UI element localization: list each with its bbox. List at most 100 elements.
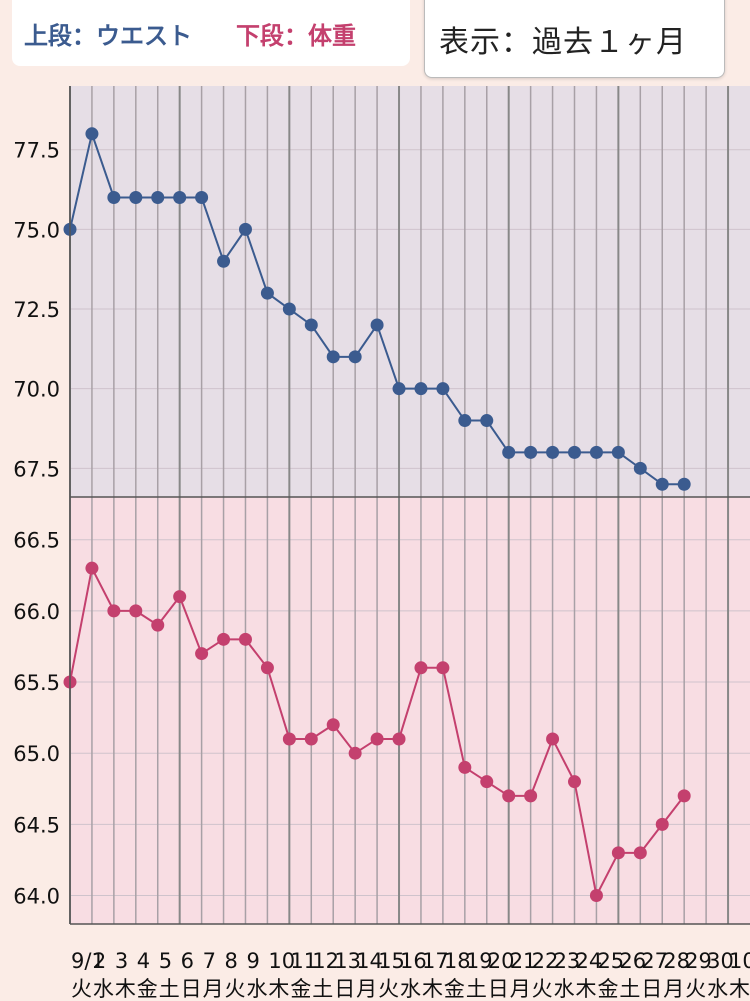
waist-point (173, 191, 187, 205)
x-weekday-label: 土 (159, 977, 180, 1001)
waist-point (458, 414, 472, 428)
x-weekday-label: 月 (356, 977, 377, 1001)
weight-point (107, 604, 121, 618)
waist-ytick-label: 77.5 (13, 139, 60, 163)
x-weekday-label: 木 (115, 977, 136, 1001)
x-day-label: 22 (532, 949, 559, 973)
weight-point (195, 647, 209, 661)
x-weekday-label: 火 (225, 977, 246, 1001)
weight-ytick-label: 65.0 (13, 742, 60, 766)
weight-point (502, 789, 516, 803)
x-weekday-label: 水 (400, 977, 421, 1001)
weight-point (304, 732, 318, 746)
weight-point (282, 732, 296, 746)
x-weekday-label: 土 (466, 977, 487, 1001)
waist-point (502, 445, 516, 459)
x-day-label: 11 (290, 949, 317, 973)
waist-panel-bg (70, 86, 750, 497)
x-day-label: 21 (510, 949, 537, 973)
waist-point (85, 127, 99, 141)
x-day-label: 8 (225, 949, 238, 973)
waist-point (611, 445, 625, 459)
period-selector-button[interactable]: 表示：過去１ヶ月 (424, 0, 725, 78)
x-day-label: 18 (444, 949, 471, 973)
x-day-label: 14 (356, 949, 383, 973)
waist-point (633, 461, 647, 475)
weight-point (348, 746, 362, 760)
weight-point (238, 632, 252, 646)
x-weekday-label: 火 (532, 977, 553, 1001)
waist-point (677, 477, 691, 491)
x-day-label: 23 (554, 949, 581, 973)
x-day-label: 13 (334, 949, 361, 973)
x-weekday-label: 土 (312, 977, 333, 1001)
x-day-label: 30 (707, 949, 734, 973)
waist-point (348, 350, 362, 364)
waist-point (151, 191, 165, 205)
x-day-label: 7 (203, 949, 216, 973)
waist-ytick-label: 75.0 (13, 218, 60, 242)
weight-ytick-label: 64.5 (13, 813, 60, 837)
weight-point (677, 789, 691, 803)
x-day-label: 4 (137, 949, 150, 973)
waist-point (392, 382, 406, 396)
x-day-label: 24 (576, 949, 603, 973)
legend-box: 上段：ウエスト 下段：体重 (12, 0, 410, 66)
waist-ytick-label: 70.0 (13, 378, 60, 402)
waist-point (436, 382, 450, 396)
weight-point (151, 618, 165, 632)
x-weekday-label: 火 (378, 977, 399, 1001)
waist-point (326, 350, 340, 364)
x-weekday-label: 金 (444, 977, 465, 1001)
x-day-label: 19 (466, 949, 493, 973)
weight-ytick-label: 64.0 (13, 885, 60, 909)
weight-point (524, 789, 538, 803)
waist-point (414, 382, 428, 396)
waist-point (282, 302, 296, 316)
waist-point (217, 254, 231, 268)
waist-point (589, 445, 603, 459)
waist-point (568, 445, 582, 459)
x-weekday-label: 水 (93, 977, 114, 1001)
weight-point (217, 632, 231, 646)
x-day-label: 16 (400, 949, 427, 973)
weight-point (568, 775, 582, 789)
period-selector-label: 表示：過去１ヶ月 (439, 25, 687, 60)
waist-point (260, 286, 274, 300)
x-weekday-label: 日 (334, 977, 355, 1001)
x-weekday-label: 木 (576, 977, 597, 1001)
legend-waist-label: 上段：ウエスト (24, 22, 192, 50)
waist-point (546, 445, 560, 459)
x-weekday-label: 日 (488, 977, 509, 1001)
waist-point (304, 318, 318, 332)
weight-point (129, 604, 143, 618)
x-day-label: 9 (246, 949, 259, 973)
x-weekday-label: 月 (510, 977, 531, 1001)
x-weekday-label: 火 (685, 977, 706, 1001)
x-weekday-label: 火 (71, 977, 92, 1001)
weight-point (480, 775, 494, 789)
x-day-label: 27 (641, 949, 668, 973)
x-weekday-label: 月 (663, 977, 684, 1001)
x-day-label: 10 (268, 949, 295, 973)
waist-point (524, 445, 538, 459)
x-weekday-label: 月 (203, 977, 224, 1001)
waist-ytick-label: 67.5 (13, 457, 60, 481)
x-day-label: 9/1 (71, 949, 105, 973)
x-weekday-label: 日 (181, 977, 202, 1001)
x-day-label: 6 (181, 949, 194, 973)
x-day-label: 17 (422, 949, 449, 973)
weight-panel-bg (70, 497, 750, 924)
x-weekday-label: 木 (729, 977, 750, 1001)
weight-point (370, 732, 384, 746)
weight-ytick-label: 66.5 (13, 529, 60, 553)
x-weekday-label: 金 (137, 977, 158, 1001)
x-day-label: 15 (378, 949, 405, 973)
weight-point (655, 817, 669, 831)
x-day-label: 29 (685, 949, 712, 973)
weight-ytick-label: 65.5 (13, 671, 60, 695)
weight-point (85, 561, 99, 575)
weight-point (611, 846, 625, 860)
x-day-label: 28 (663, 949, 690, 973)
x-weekday-label: 金 (290, 977, 311, 1001)
